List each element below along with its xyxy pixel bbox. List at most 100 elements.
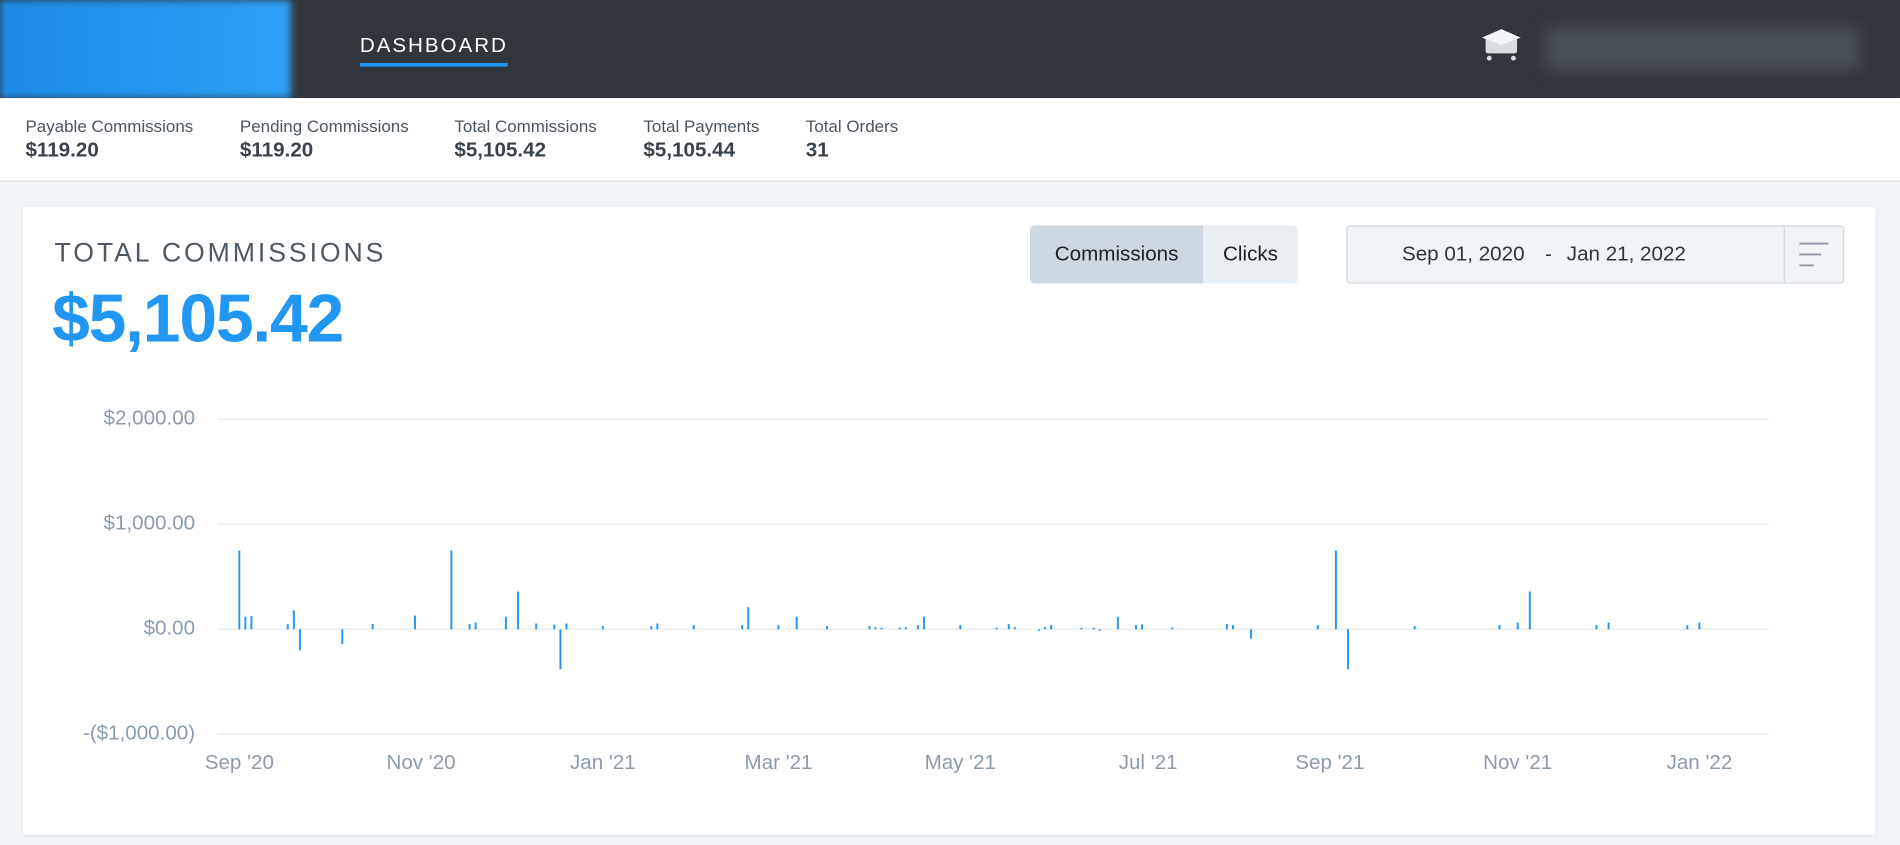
bar: [1516, 622, 1519, 630]
x-tick-label: Jul '21: [1119, 751, 1178, 774]
bar: [1080, 627, 1083, 630]
card-title: TOTAL COMMISSIONS: [54, 237, 387, 268]
stat-label: Total Orders: [805, 116, 899, 136]
bar: [868, 626, 871, 630]
bar: [1498, 625, 1501, 630]
bar: [474, 622, 477, 630]
bar: [298, 629, 301, 651]
bar: [517, 591, 519, 630]
stat-value: 31: [805, 138, 829, 162]
bar: [238, 550, 241, 630]
y-tick-label: $0.00: [144, 617, 196, 640]
bar: [741, 625, 744, 630]
bar: [535, 623, 538, 630]
bar: [898, 627, 901, 630]
bar: [692, 625, 695, 630]
bar: [1595, 625, 1598, 630]
bar: [916, 625, 919, 630]
stat-label: Total Commissions: [454, 116, 597, 136]
bar: [1225, 624, 1228, 630]
bar: [1098, 629, 1101, 631]
user-menu[interactable]: [1544, 26, 1861, 71]
x-tick-label: Nov '21: [1483, 751, 1552, 774]
bar: [1007, 624, 1010, 630]
bar: [286, 624, 289, 630]
bar: [601, 626, 604, 630]
y-tick-label: -($1,000.00): [83, 722, 195, 745]
bar: [1607, 622, 1610, 630]
bar: [1413, 626, 1416, 630]
y-tick-label: $1,000.00: [104, 512, 196, 535]
nav-dashboard[interactable]: DASHBOARD: [359, 34, 508, 67]
stat-value: $119.20: [239, 138, 314, 162]
bar: [1698, 622, 1701, 630]
bar: [553, 624, 556, 630]
bar: [656, 623, 659, 630]
bar: [795, 616, 798, 630]
bar: [826, 626, 828, 630]
x-tick-label: Jan '22: [1667, 751, 1733, 774]
date-to: Jan 21, 2022: [1566, 242, 1686, 266]
bar: [1013, 627, 1016, 630]
x-tick-label: Jan '21: [570, 751, 636, 774]
bar: [1250, 629, 1253, 639]
x-tick-label: Mar '21: [745, 751, 813, 774]
divider: [1783, 226, 1785, 283]
bar: [559, 629, 562, 670]
bar: [1334, 550, 1337, 630]
bar: [995, 627, 998, 630]
x-tick-label: Sep '20: [205, 751, 274, 774]
bar: [1316, 625, 1319, 630]
bar: [1044, 627, 1047, 630]
user-icon[interactable]: [1481, 29, 1521, 61]
stats-bar: Payable Commissions $119.20 Pending Commi…: [0, 98, 1900, 182]
stat: Total Payments $5,105.44: [643, 116, 759, 162]
bar: [250, 616, 253, 630]
stat-value: $5,105.42: [454, 138, 547, 162]
bar: [1038, 629, 1041, 631]
bar: [1050, 625, 1053, 630]
bar: [922, 616, 925, 630]
logo[interactable]: [0, 0, 291, 99]
header-icons: [1481, 29, 1521, 61]
bar: [414, 615, 416, 630]
menu-icon[interactable]: [1799, 242, 1829, 267]
bar: [1171, 627, 1174, 630]
bar: [904, 627, 907, 630]
bar: [504, 616, 507, 630]
bar: [650, 626, 653, 630]
bar: [1116, 616, 1119, 630]
card-total: $5,105.42: [52, 279, 344, 357]
bar: [1347, 629, 1350, 670]
stat-label: Total Payments: [643, 116, 760, 136]
toggle-clicks[interactable]: Clicks: [1203, 225, 1298, 284]
bar: [1686, 625, 1689, 630]
card: [23, 207, 1876, 835]
bar: [468, 624, 471, 630]
bar: [244, 616, 247, 630]
bar: [292, 610, 295, 630]
bar: [1135, 625, 1137, 630]
x-tick-label: Nov '20: [387, 751, 456, 774]
y-tick-label: $2,000.00: [104, 407, 196, 430]
stat: Payable Commissions $119.20: [25, 116, 193, 162]
bar: [450, 550, 453, 630]
stat: Pending Commissions $119.20: [240, 116, 409, 162]
stat-label: Pending Commissions: [239, 116, 409, 136]
x-tick-label: Sep '21: [1295, 751, 1364, 774]
toggle-commissions[interactable]: Commissions: [1029, 225, 1204, 284]
bar: [371, 624, 374, 630]
bar: [880, 627, 883, 630]
bar: [1528, 591, 1531, 630]
bar: [1092, 627, 1095, 630]
bar: [777, 625, 780, 630]
date-from: Sep 01, 2020: [1401, 242, 1525, 266]
date-range[interactable]: [1346, 225, 1845, 284]
bar: [565, 623, 568, 630]
stat-label: Payable Commissions: [25, 116, 194, 136]
bar: [341, 629, 344, 644]
date-separator: -: [1544, 242, 1552, 266]
